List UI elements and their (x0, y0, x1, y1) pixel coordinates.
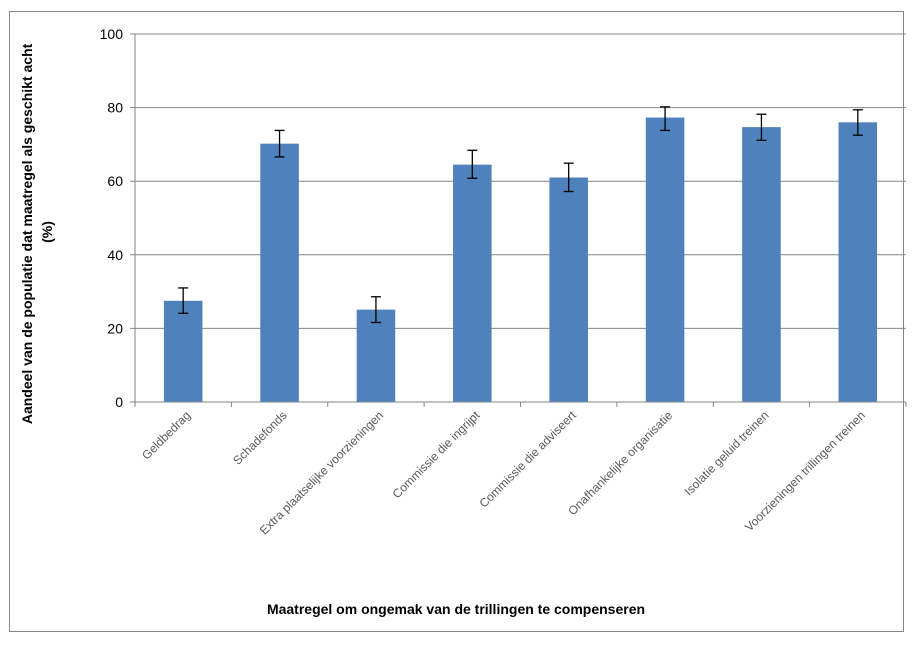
y-tick-label: 0 (115, 394, 123, 410)
bar (742, 127, 781, 402)
bars (163, 117, 878, 402)
y-axis-title-line-2: (%) (39, 221, 55, 243)
y-axis-title: Aandeel van de populatie dat maatregel a… (19, 40, 55, 424)
bar (163, 300, 203, 402)
bar (645, 117, 685, 402)
y-axis-title-line-1: Aandeel van de populatie dat maatregel a… (19, 43, 35, 424)
bar (838, 122, 878, 402)
y-tick-label: 80 (107, 100, 123, 116)
x-axis-title: Maatregel om ongemak van de trillingen t… (267, 601, 645, 617)
bar (453, 164, 492, 402)
y-tick-label: 60 (107, 173, 123, 189)
axes (130, 33, 907, 407)
error-bars (178, 106, 863, 324)
y-tick-label: 20 (107, 320, 123, 336)
bar (356, 309, 396, 402)
y-tick-labels: 0 20 40 60 80 100 (100, 26, 124, 410)
bar (549, 177, 588, 402)
y-tick-label: 40 (107, 247, 123, 263)
bar (260, 143, 299, 402)
y-tick-label: 100 (100, 26, 124, 42)
